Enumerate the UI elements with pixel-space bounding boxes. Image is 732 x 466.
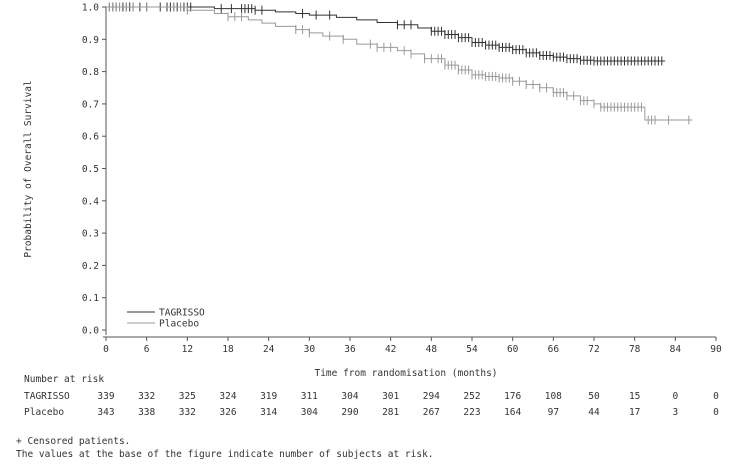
x-tick-label: 90: [710, 344, 722, 355]
risk-count: 324: [219, 391, 236, 402]
x-tick-label: 12: [182, 344, 193, 355]
survival-curve-tagrisso: [106, 6, 666, 62]
x-tick-label: 6: [144, 344, 150, 355]
risk-count: 17: [629, 407, 640, 418]
y-tick-label: 0.2: [82, 261, 99, 272]
risk-count: 325: [179, 391, 196, 402]
series-placebo: [106, 2, 693, 125]
risk-count: 267: [423, 407, 440, 418]
axes: 0.0 0.1 0.2 0.3 0.4 0.5 0.6 0.7 0.8 0.9 1.0 0 6 12 18 2…: [82, 3, 722, 356]
series-tagrisso: [106, 2, 666, 66]
y-tick-label: 0.0: [82, 326, 99, 337]
risk-count: 338: [138, 407, 155, 418]
x-axis-label: Time from randomisation (months): [314, 368, 497, 379]
x-tick-label: 48: [426, 344, 438, 355]
risk-count: 311: [301, 391, 318, 402]
footnote-censored: + Censored patients.: [16, 436, 131, 447]
risk-table: TAGRISSO 339 332 325 324 319 311 304 301 294 252 17…: [24, 391, 719, 418]
series: [106, 2, 693, 125]
y-tick-label: 0.8: [82, 67, 99, 78]
risk-count: 281: [382, 407, 399, 418]
risk-count: 326: [219, 407, 236, 418]
x-tick-label: 42: [385, 344, 396, 355]
x-tick-label: 72: [588, 344, 599, 355]
risk-count: 0: [713, 407, 719, 418]
y-tick-label: 0.4: [82, 196, 99, 207]
risk-count: 0: [713, 391, 719, 402]
legend-label-placebo: Placebo: [159, 319, 199, 330]
y-tick-label: 0.1: [82, 293, 99, 304]
risk-count: 15: [629, 391, 640, 402]
risk-count: 339: [97, 391, 114, 402]
footnote-at-risk: The values at the base of the figure ind…: [16, 449, 434, 460]
y-axis-label: Probability of Overall Survival: [23, 80, 34, 257]
risk-count: 0: [672, 391, 678, 402]
risk-count: 319: [260, 391, 277, 402]
x-tick-label: 18: [222, 344, 234, 355]
risk-count: 290: [341, 407, 358, 418]
risk-count: 223: [463, 407, 480, 418]
x-tick-label: 78: [629, 344, 641, 355]
risk-count: 301: [382, 391, 399, 402]
y-tick-label: 0.6: [82, 132, 99, 143]
risk-count: 314: [260, 407, 277, 418]
risk-count: 108: [545, 391, 562, 402]
risk-count: 343: [97, 407, 114, 418]
x-tick-label: 30: [304, 344, 316, 355]
x-tick-label: 66: [548, 344, 560, 355]
x-tick-label: 24: [263, 344, 275, 355]
risk-count: 304: [341, 391, 358, 402]
x-tick-label: 0: [103, 344, 109, 355]
risk-count: 50: [588, 391, 600, 402]
risk-count: 97: [548, 407, 559, 418]
x-tick-label: 54: [466, 344, 478, 355]
risk-count: 164: [504, 407, 521, 418]
risk-table-heading: Number at risk: [24, 374, 104, 385]
risk-count: 44: [588, 407, 600, 418]
risk-count: 332: [179, 407, 196, 418]
risk-row-label: Placebo: [24, 407, 64, 418]
x-tick-label: 60: [507, 344, 519, 355]
risk-count: 3: [672, 407, 678, 418]
y-tick-label: 1.0: [82, 3, 99, 14]
y-tick-label: 0.3: [82, 229, 99, 240]
x-tick-label: 84: [670, 344, 682, 355]
y-tick-label: 0.9: [82, 35, 99, 46]
y-tick-label: 0.7: [82, 99, 99, 110]
risk-count: 332: [138, 391, 155, 402]
legend-label-tagrisso: TAGRISSO: [159, 308, 205, 319]
risk-row-label: TAGRISSO: [24, 391, 70, 402]
risk-count: 294: [423, 391, 440, 402]
risk-count: 304: [301, 407, 318, 418]
y-tick-label: 0.5: [82, 164, 99, 175]
risk-count: 252: [463, 391, 480, 402]
x-tick-label: 36: [344, 344, 356, 355]
risk-count: 176: [504, 391, 521, 402]
